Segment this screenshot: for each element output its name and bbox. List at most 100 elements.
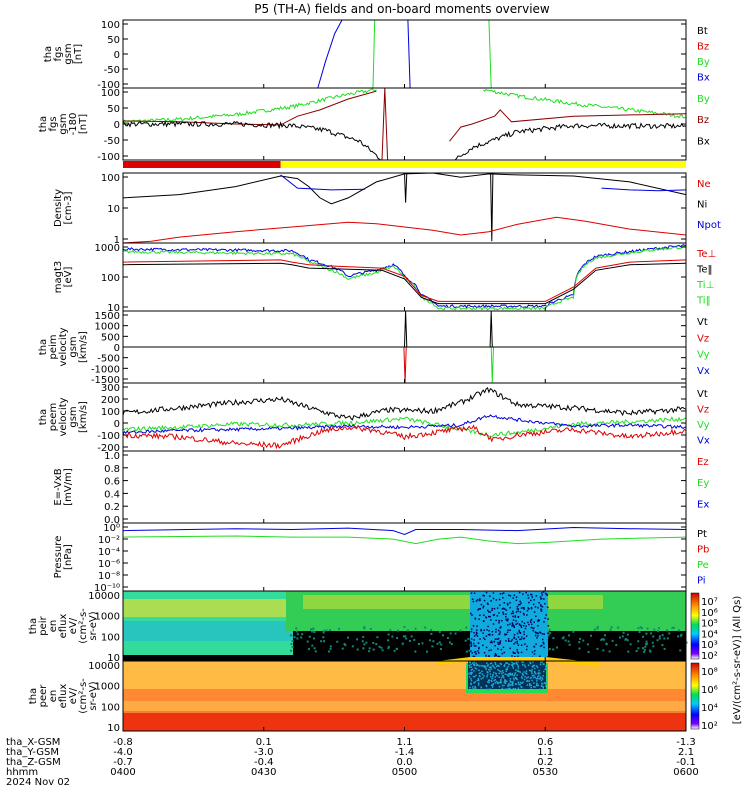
xaxis-row-label: 2024 Nov 02 bbox=[6, 777, 70, 788]
svg-text:10²: 10² bbox=[701, 651, 718, 662]
svg-text:Density: Density bbox=[53, 189, 64, 227]
svg-text:10²: 10² bbox=[701, 721, 718, 732]
svg-text:[eV]: [eV] bbox=[63, 267, 74, 288]
legend-item: Ti⊥ bbox=[696, 280, 714, 291]
ytick-label: 10 bbox=[107, 723, 120, 734]
panel-fgs_gsm_-180: 100 50 0 -50 -100 tha fgs gsm -180 [nT] By Bz Bx bbox=[38, 87, 710, 163]
ytick-label: 10 bbox=[107, 204, 120, 215]
ylabel-fgs_gsm_-180: tha fgs gsm -180 [nT] bbox=[38, 113, 89, 136]
svg-text:[mV/m]: [mV/m] bbox=[63, 468, 74, 506]
ytick-label: -500 bbox=[97, 354, 120, 365]
svg-text:tha: tha bbox=[38, 409, 49, 425]
xtick-label: -0.4 bbox=[254, 757, 274, 768]
svg-text:tha: tha bbox=[28, 618, 39, 634]
ytick-label: 200 bbox=[101, 395, 120, 406]
xtick-label: 0.0 bbox=[397, 757, 413, 768]
xtick-label: 0400 bbox=[110, 767, 135, 778]
ylabel-density: Density [cm-3] bbox=[53, 189, 74, 227]
xtick-label: 0430 bbox=[251, 767, 276, 778]
legend-item: Vt bbox=[697, 317, 708, 328]
series-fgs_gsm_-180-bz-4 bbox=[449, 109, 687, 142]
svg-text:tha: tha bbox=[38, 116, 49, 132]
series-temperature-te‖-3 bbox=[122, 262, 687, 305]
legend-item: Te⊥ bbox=[696, 249, 716, 260]
svg-text:[km/s]: [km/s] bbox=[78, 331, 89, 363]
xtick-label: 2.1 bbox=[678, 747, 694, 758]
svg-text:E=-VxB: E=-VxB bbox=[53, 468, 64, 505]
ytick-label: 10⁻² bbox=[98, 535, 120, 546]
svg-text:gsm: gsm bbox=[58, 113, 69, 134]
ytick-label: 10000 bbox=[88, 591, 120, 602]
series-fgs_gsm-bx-2 bbox=[317, 19, 343, 89]
series-fgs_gsm_-180-bz-2 bbox=[122, 90, 377, 126]
panel-temperature: 1000 100 10 magt3 [eV] Te⊥ Te‖ Ti⊥ Ti‖ bbox=[53, 242, 716, 314]
legend-item: Ni bbox=[697, 200, 707, 211]
svg-text:10⁴: 10⁴ bbox=[701, 703, 718, 714]
ytick-label: 10 bbox=[107, 653, 120, 664]
xtick-label: 0.2 bbox=[537, 757, 553, 768]
ytick-label: 0.4 bbox=[104, 489, 120, 500]
panel-density: 100 10 1 Density [cm-3] Ne Ni Npot bbox=[53, 172, 721, 246]
ytick-label: 1000 bbox=[95, 612, 120, 623]
legend-item: Te‖ bbox=[696, 264, 713, 275]
xtick-label: -3.0 bbox=[254, 747, 274, 758]
ytick-label: 0 bbox=[114, 50, 120, 61]
xtick-label: 0.1 bbox=[256, 737, 272, 748]
svg-text:10⁸: 10⁸ bbox=[701, 667, 718, 678]
spectrogram-peer bbox=[122, 657, 687, 732]
svg-text:tha: tha bbox=[43, 46, 54, 62]
legend-item: Ti‖ bbox=[696, 295, 711, 306]
svg-text:en: en bbox=[48, 620, 59, 633]
ytick-label: 1000 bbox=[95, 322, 120, 333]
svg-text:[nPa]: [nPa] bbox=[63, 544, 74, 570]
series-fgs_gsm-by-1 bbox=[488, 19, 492, 89]
colorbar-title: [eV/(cm²-s-sr-eV)] (All Qs) bbox=[732, 596, 743, 725]
legend-item: Bx bbox=[697, 136, 710, 147]
series-fgs_gsm_-180-bx-5 bbox=[122, 120, 382, 161]
svg-text:gsm: gsm bbox=[63, 43, 74, 64]
legend-peem_velocity: Vt Vz Vy Vx bbox=[697, 389, 710, 446]
ytick-label: 0 bbox=[114, 419, 120, 430]
ylabel-temperature: magt3 [eV] bbox=[53, 261, 74, 294]
legend-item: Pi bbox=[697, 575, 706, 586]
series-peem_velocity-vy-1 bbox=[122, 416, 687, 438]
ytick-label: 10⁰ bbox=[103, 523, 120, 534]
ytick-label: 10 bbox=[107, 303, 120, 314]
series-peem_velocity-vx-2 bbox=[122, 414, 686, 435]
svg-text:velocity: velocity bbox=[58, 397, 69, 436]
svg-text:gsm: gsm bbox=[68, 336, 79, 357]
ytick-label: 1 bbox=[114, 235, 120, 246]
svg-text:peir: peir bbox=[38, 615, 49, 635]
svg-text:[nT]: [nT] bbox=[78, 114, 89, 134]
svg-text:fgs: fgs bbox=[48, 116, 59, 131]
ytick-label: 1000 bbox=[95, 682, 120, 693]
ytick-label: 500 bbox=[101, 332, 120, 343]
ytick-label: 0.2 bbox=[104, 502, 120, 513]
ytick-label: 100 bbox=[101, 20, 120, 31]
ylabel-peir_eflux: tha peir en eflux eV/(cm²-s-sr-eV) bbox=[28, 608, 99, 644]
ylabel-peim_velocity: tha peim velocity gsm [km/s] bbox=[38, 327, 89, 366]
ytick-label: 100 bbox=[101, 88, 120, 99]
legend-item: Pb bbox=[697, 544, 709, 555]
series-density-npot-4 bbox=[601, 187, 687, 192]
series-fgs_gsm-bx-3 bbox=[407, 19, 411, 89]
panel-peer_eflux: 10000 1000 100 10 tha peer en eflux eV/(cm²-s-sr… bbox=[28, 661, 686, 734]
svg-text:sr-eV): sr-eV) bbox=[88, 681, 99, 710]
ytick-label: 0.6 bbox=[104, 477, 120, 488]
svg-text:tha: tha bbox=[28, 688, 39, 704]
svg-text:eflux: eflux bbox=[58, 614, 69, 639]
ytick-label: 0.8 bbox=[104, 464, 120, 475]
legend-item: Pe bbox=[697, 560, 709, 571]
legend-item: Vx bbox=[697, 435, 710, 446]
xaxis-row-label: hhmm bbox=[6, 767, 38, 778]
svg-text:(cm²-s-: (cm²-s- bbox=[78, 608, 89, 644]
svg-text:(cm²-s-: (cm²-s- bbox=[78, 678, 89, 714]
status-bar bbox=[123, 161, 686, 168]
series-pressure-pe-1 bbox=[122, 535, 687, 545]
ytick-label: 50 bbox=[107, 104, 120, 115]
legend-item: Ez bbox=[697, 457, 709, 468]
ytick-label: 0 bbox=[114, 120, 120, 131]
ytick-label: 50 bbox=[107, 35, 120, 46]
